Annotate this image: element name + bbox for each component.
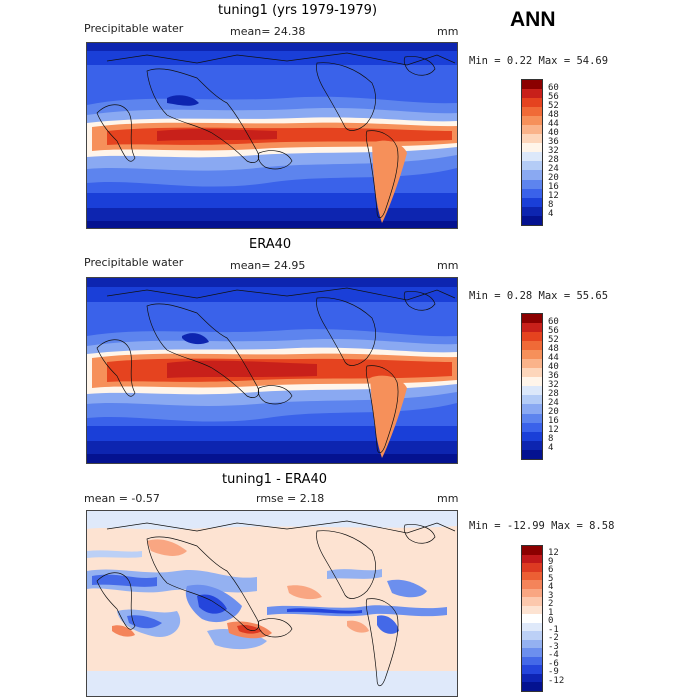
colorbar-tick: 3 xyxy=(548,590,554,601)
panel1-map xyxy=(86,42,458,229)
panel1-units-label: mm xyxy=(437,25,459,38)
colorbar-tick: -12 xyxy=(548,675,565,686)
colorbar-tick: 16 xyxy=(548,416,559,427)
panel2-minmax-label: Min = 0.28 Max = 55.65 xyxy=(469,290,609,302)
colorbar-tick: 48 xyxy=(548,343,559,354)
colorbar-tick: 44 xyxy=(548,352,559,363)
colorbar-tick: 8 xyxy=(548,200,554,211)
panel1-colorbar-ticks: 60 56 52 48 44 40 36 32 28 24 20 16 12 8… xyxy=(548,79,578,224)
colorbar-tick: 6 xyxy=(548,565,554,575)
colorbar-tick: 52 xyxy=(548,100,559,111)
panel2-colorbar-ticks: 60 56 52 48 44 40 36 32 28 24 20 16 12 8… xyxy=(548,313,578,458)
colorbar-tick: 4 xyxy=(548,209,554,220)
colorbar-tick: 1 xyxy=(548,607,554,618)
colorbar-tick: 24 xyxy=(548,164,559,175)
panel3-title: tuning1 - ERA40 xyxy=(222,472,328,487)
panel3-colorbar-ticks: 12 9 6 5 4 3 2 1 0 -1 -2 -3 -4 -6 -9 -12 xyxy=(548,545,578,690)
colorbar-tick: -1 xyxy=(548,624,559,635)
panel2-units-label: mm xyxy=(437,259,459,272)
colorbar-tick: 5 xyxy=(548,573,554,584)
colorbar-tick: 32 xyxy=(548,379,559,390)
colorbar-tick: 32 xyxy=(548,145,559,156)
panel3-mean-label: mean = -0.57 xyxy=(84,492,160,505)
colorbar-tick: -2 xyxy=(548,633,559,644)
colorbar-tick: 20 xyxy=(548,173,559,184)
panel2-mean-label: mean= 24.95 xyxy=(230,259,306,272)
colorbar-tick: 36 xyxy=(548,136,559,147)
panel3-map xyxy=(86,510,458,697)
colorbar-tick: 0 xyxy=(548,616,554,627)
colorbar-tick: 28 xyxy=(548,389,559,399)
colorbar-tick: -6 xyxy=(548,658,559,669)
panel3-units-label: mm xyxy=(437,492,459,505)
panel1-title: tuning1 (yrs 1979-1979) xyxy=(218,3,378,18)
panel3-rmse-label: rmse = 2.18 xyxy=(256,492,325,505)
season-label: ANN xyxy=(510,8,556,31)
panel1-variable-label: Precipitable water xyxy=(84,22,184,35)
colorbar-tick: 24 xyxy=(548,398,559,409)
colorbar-tick: 60 xyxy=(548,316,559,327)
colorbar-tick: 60 xyxy=(548,82,559,93)
colorbar-tick: 40 xyxy=(548,361,559,372)
colorbar-tick: -4 xyxy=(548,650,559,661)
colorbar-tick: 48 xyxy=(548,109,559,120)
panel2-map xyxy=(86,277,458,464)
colorbar-tick: 4 xyxy=(548,443,554,454)
panel1-mean-label: mean= 24.38 xyxy=(230,25,306,38)
colorbar-tick: 2 xyxy=(548,599,554,610)
colorbar-tick: -3 xyxy=(548,641,559,652)
panel1-minmax-label: Min = 0.22 Max = 54.69 xyxy=(469,55,609,67)
colorbar-tick: 9 xyxy=(548,556,554,567)
colorbar-tick: 40 xyxy=(548,127,559,138)
colorbar-tick: 44 xyxy=(548,118,559,129)
colorbar-tick: 20 xyxy=(548,407,559,418)
colorbar-tick: 52 xyxy=(548,334,559,345)
colorbar-tick: 56 xyxy=(548,91,559,102)
colorbar-tick: 12 xyxy=(548,548,559,558)
colorbar-tick: 16 xyxy=(548,182,559,193)
colorbar-tick: 36 xyxy=(548,370,559,381)
panel3-colorbar xyxy=(521,545,543,692)
colorbar-tick: 56 xyxy=(548,325,559,336)
colorbar-tick: 12 xyxy=(548,425,559,436)
colorbar-tick: -9 xyxy=(548,667,559,678)
colorbar-tick: 8 xyxy=(548,434,554,445)
colorbar-tick: 4 xyxy=(548,582,554,593)
panel2-title: ERA40 xyxy=(249,237,292,252)
colorbar-tick: 12 xyxy=(548,191,559,202)
panel2-colorbar xyxy=(521,313,543,460)
panel2-variable-label: Precipitable water xyxy=(84,256,184,269)
panel3-minmax-label: Min = -12.99 Max = 8.58 xyxy=(469,520,615,532)
panel1-colorbar xyxy=(521,79,543,226)
colorbar-tick: 28 xyxy=(548,155,559,165)
